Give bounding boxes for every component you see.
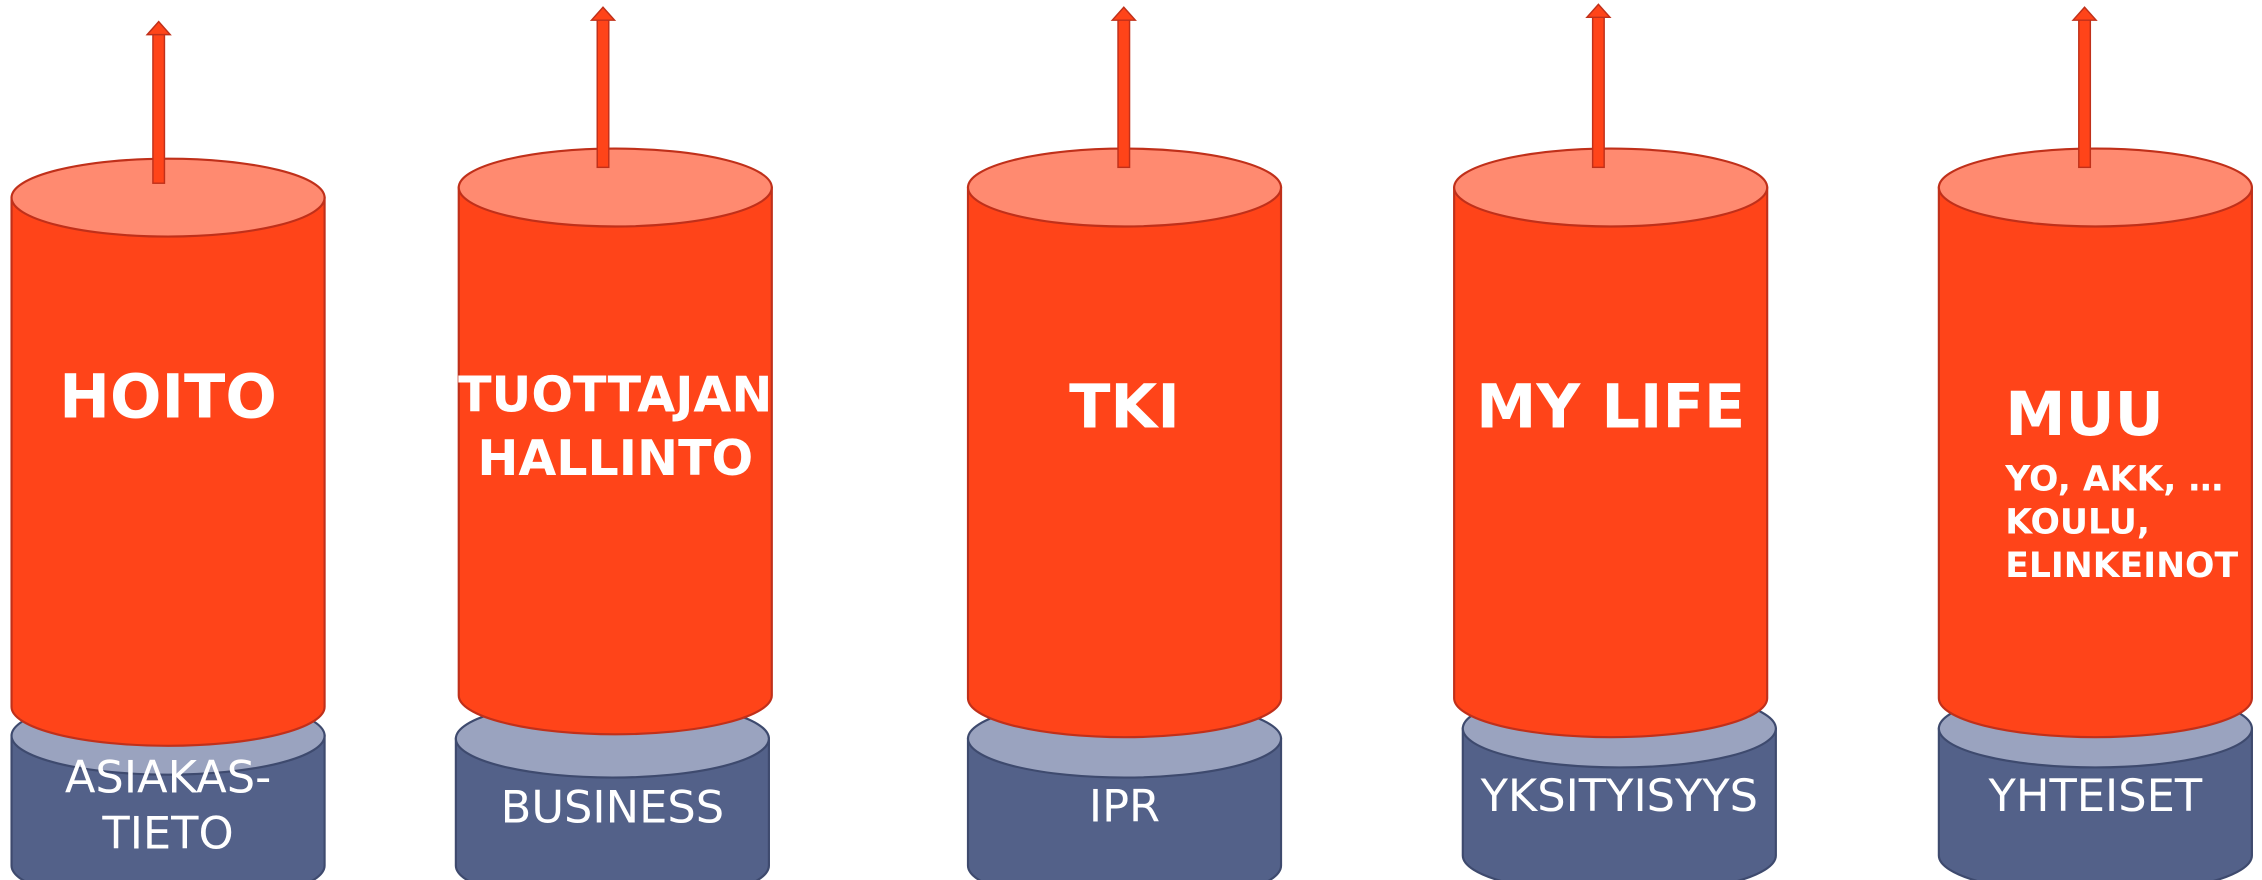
- pillar-label: TUOTTAJAN: [458, 366, 772, 424]
- pillar-label: HALLINTO: [477, 429, 753, 487]
- arrow-shaft: [597, 19, 609, 168]
- cylinder-top: [12, 159, 325, 237]
- pillar-sublabel: ELINKEINOT: [2005, 546, 2238, 586]
- pillar-label: HOITO: [59, 363, 277, 433]
- diagram: HOITO ASIAKAS-TIETO TUOTTAJANHALLINTO BUSIN…: [0, 0, 2262, 880]
- pillar: TKI IPR: [968, 7, 1281, 880]
- base-label: TIETO: [101, 807, 233, 860]
- pillar: MY LIFE YKSITYISYYS: [1454, 4, 1776, 880]
- arrow-head: [1112, 7, 1135, 20]
- pillar-sublabel: YO, AKK, …: [2004, 459, 2223, 499]
- cylinder-body: [12, 198, 325, 746]
- pillar: MUU YO, AKK, …KOULU,ELINKEINOT YHTEISET: [1939, 7, 2252, 880]
- base-label: YHTEISET: [1988, 769, 2203, 822]
- base-label: BUSINESS: [501, 781, 724, 834]
- arrow-shaft: [1118, 19, 1130, 168]
- cylinder-top: [1454, 149, 1767, 227]
- cylinder-top: [459, 149, 772, 227]
- pillar-label: MUU: [2005, 380, 2164, 450]
- cylinder-body: [968, 188, 1281, 738]
- arrow-head: [147, 22, 170, 35]
- arrow-head: [591, 7, 614, 20]
- pillar-label: MY LIFE: [1476, 373, 1745, 443]
- arrow-shaft: [1593, 16, 1605, 167]
- base-label: IPR: [1089, 779, 1160, 832]
- cylinder-body: [1454, 188, 1767, 738]
- cylinder-top: [1939, 149, 2252, 227]
- pillar-label: TKI: [1069, 373, 1180, 443]
- base-label: YKSITYISYYS: [1480, 769, 1758, 822]
- pillar: HOITO ASIAKAS-TIETO: [12, 22, 325, 880]
- arrow-head: [2073, 7, 2096, 20]
- page: HOITO ASIAKAS-TIETO TUOTTAJANHALLINTO BUSIN…: [0, 0, 2262, 880]
- arrow-shaft: [153, 33, 165, 183]
- pillar-sublabel: KOULU,: [2005, 503, 2150, 543]
- arrow-shaft: [2079, 19, 2091, 168]
- arrow-head: [1587, 4, 1610, 17]
- base-label: ASIAKAS-: [65, 750, 271, 803]
